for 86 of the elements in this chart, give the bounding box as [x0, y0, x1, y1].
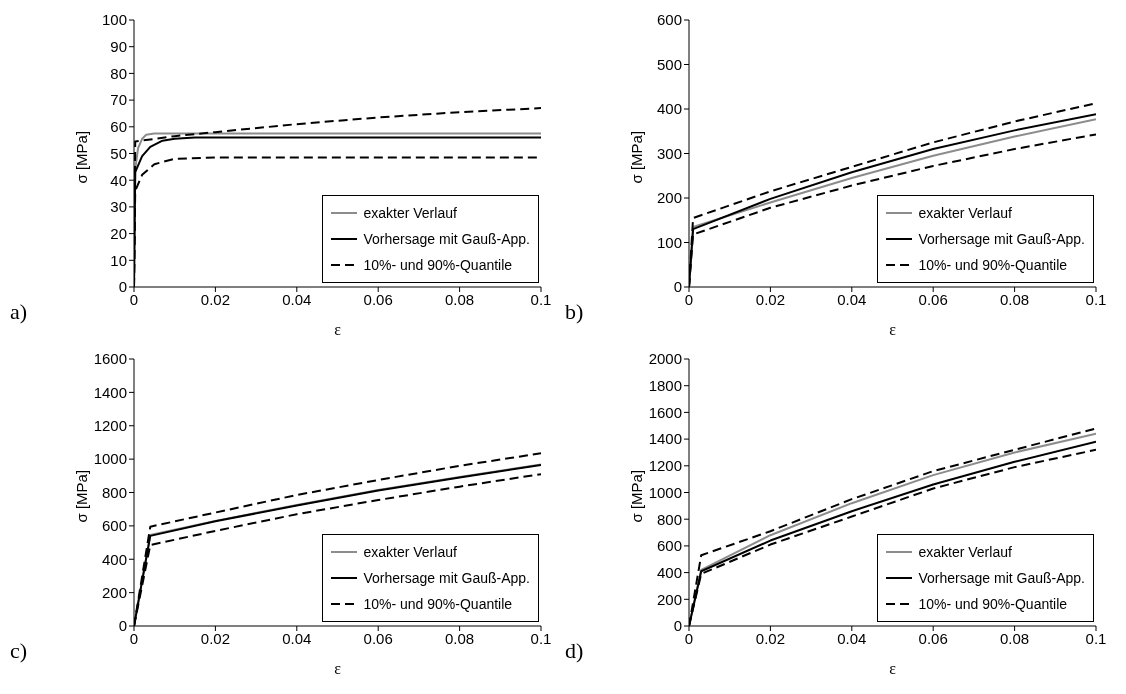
y-tick-label: 1000	[93, 450, 127, 468]
y-tick-label: 800	[101, 483, 127, 501]
legend-label: Vorhersage mit Gauß-App.	[363, 570, 530, 586]
y-tick-label: 300	[656, 144, 682, 162]
x-tick-label: 0.08	[445, 290, 475, 308]
y-axis-title: σ [MPa]	[628, 130, 646, 184]
legend-label: 10%- und 90%-Quantile	[918, 596, 1068, 612]
y-tick-label: 10	[110, 251, 127, 269]
y-tick-label: 40	[110, 171, 127, 189]
y-tick-label: 100	[101, 11, 127, 29]
y-tick-label: 1600	[93, 350, 127, 368]
legend-label: exakter Verlauf	[363, 544, 457, 560]
legend-label: 10%- und 90%-Quantile	[363, 257, 513, 273]
y-tick-label: 400	[656, 563, 682, 581]
y-tick-label: 1600	[648, 403, 682, 421]
y-tick-label: 200	[101, 583, 127, 601]
y-tick-label: 0	[118, 617, 127, 635]
y-tick-label: 90	[110, 38, 127, 56]
x-tick-label: 0.02	[200, 629, 230, 647]
legend-label: 10%- und 90%-Quantile	[918, 257, 1068, 273]
x-tick-label: 0.08	[1000, 290, 1030, 308]
y-tick-label: 0	[673, 617, 682, 635]
x-tick-label: 0	[684, 290, 694, 308]
y-tick-label: 600	[656, 537, 682, 555]
y-tick-label: 1200	[93, 417, 127, 435]
x-axis-title: ε	[334, 321, 342, 338]
legend-label: exakter Verlauf	[918, 544, 1012, 560]
x-tick-label: 0.06	[363, 290, 393, 308]
y-tick-label: 30	[110, 198, 127, 216]
legend-label: Vorhersage mit Gauß-App.	[918, 231, 1085, 247]
x-tick-label: 0.04	[282, 629, 312, 647]
text: b)	[565, 299, 584, 325]
y-tick-label: 200	[656, 590, 682, 608]
y-tick-label: 20	[110, 224, 127, 242]
x-axis-title: ε	[889, 660, 897, 677]
text: a)	[10, 299, 28, 325]
y-tick-label: 1800	[648, 377, 682, 395]
y-tick-label: 1400	[93, 383, 127, 401]
x-tick-label: 0.02	[755, 629, 785, 647]
y-tick-label: 0	[118, 278, 127, 296]
y-tick-label: 500	[656, 55, 682, 73]
x-tick-label: 0.1	[530, 629, 552, 647]
x-tick-label: 0.1	[530, 290, 552, 308]
legend-label: 10%- und 90%-Quantile	[363, 596, 513, 612]
y-tick-label: 800	[656, 510, 682, 528]
x-tick-label: 0.06	[363, 629, 393, 647]
x-tick-label: 0.08	[445, 629, 475, 647]
x-tick-label: 0.04	[282, 290, 312, 308]
x-axis-title: ε	[889, 321, 897, 338]
x-tick-label: 0.04	[837, 290, 867, 308]
x-tick-label: 0	[129, 629, 139, 647]
y-tick-label: 0	[673, 278, 682, 296]
y-tick-label: 1000	[648, 483, 682, 501]
x-tick-label: 0.1	[1085, 290, 1107, 308]
legend-label: exakter Verlauf	[363, 205, 457, 221]
y-axis-title: σ [MPa]	[73, 469, 91, 523]
y-tick-label: 100	[656, 233, 682, 251]
y-tick-label: 60	[110, 118, 127, 136]
y-tick-label: 2000	[648, 350, 682, 368]
x-tick-label: 0.02	[200, 290, 230, 308]
legend-label: exakter Verlauf	[918, 205, 1012, 221]
y-tick-label: 600	[101, 517, 127, 535]
x-tick-label: 0.1	[1085, 629, 1107, 647]
text: c)	[10, 638, 28, 664]
y-tick-label: 400	[101, 550, 127, 568]
y-axis-title: σ [MPa]	[73, 130, 91, 184]
y-axis-title: σ [MPa]	[628, 469, 646, 523]
y-tick-label: 80	[110, 64, 127, 82]
y-tick-label: 600	[656, 11, 682, 29]
text: d)	[565, 638, 584, 664]
y-tick-label: 1200	[648, 457, 682, 475]
x-tick-label: 0	[129, 290, 139, 308]
y-tick-label: 70	[110, 91, 127, 109]
legend-label: Vorhersage mit Gauß-App.	[918, 570, 1085, 586]
x-tick-label: 0	[684, 629, 694, 647]
x-axis-title: ε	[334, 660, 342, 677]
y-tick-label: 50	[110, 144, 127, 162]
x-tick-label: 0.08	[1000, 629, 1030, 647]
y-tick-label: 200	[656, 189, 682, 207]
x-tick-label: 0.02	[755, 290, 785, 308]
y-tick-label: 400	[656, 100, 682, 118]
y-tick-label: 1400	[648, 430, 682, 448]
legend-label: Vorhersage mit Gauß-App.	[363, 231, 530, 247]
x-tick-label: 0.06	[918, 290, 948, 308]
x-tick-label: 0.06	[918, 629, 948, 647]
x-tick-label: 0.04	[837, 629, 867, 647]
